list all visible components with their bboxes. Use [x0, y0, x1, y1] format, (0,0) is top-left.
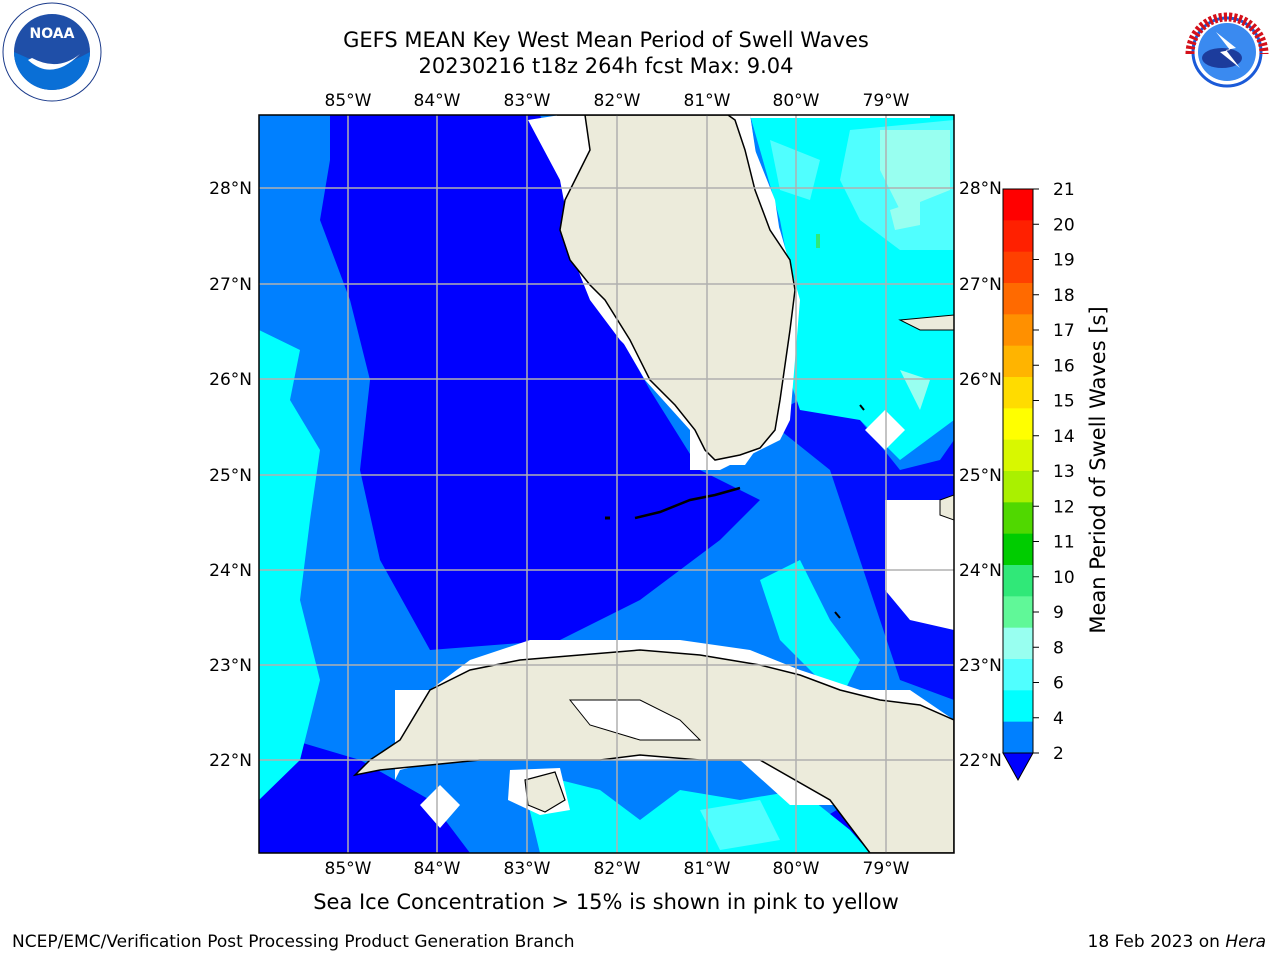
noaa-logo: NOAA [2, 2, 102, 102]
sea-ice-note: Sea Ice Concentration > 15% is shown in … [313, 890, 899, 914]
colorbar-tick-label: 14 [1053, 427, 1075, 447]
lon-label-top: 83°W [504, 91, 551, 111]
lat-label-left: 23°N [209, 656, 252, 676]
lon-label-top: 84°W [414, 91, 461, 111]
colorbar-tick-label: 13 [1053, 462, 1075, 482]
colorbar-segment [1003, 596, 1033, 629]
colorbar-segment [1003, 627, 1033, 660]
colorbar-segment [1003, 565, 1033, 597]
longitude-labels: 85°W 84°W 83°W 82°W 81°W 80°W 79°W 85°W … [325, 91, 910, 879]
lat-label-right: 22°N [959, 751, 1002, 771]
colorbar-segment [1003, 439, 1033, 472]
lon-label-top: 80°W [773, 91, 820, 111]
graticule [259, 115, 954, 853]
lon-label-top: 81°W [684, 91, 731, 111]
colorbar-title: Mean Period of Swell Waves [s] [1086, 306, 1110, 634]
colorbar: 21 20 19 18 17 16 15 14 13 12 11 10 9 8 6 4 2 [1002, 180, 1075, 782]
colorbar-tick-label: 2 [1053, 744, 1064, 764]
lon-label-bottom: 83°W [504, 859, 551, 879]
noaa-logo-text: NOAA [30, 26, 75, 42]
colorbar-tick-label: 6 [1053, 674, 1064, 694]
colorbar-segment [1003, 721, 1033, 754]
map-frame [258, 114, 955, 854]
colorbar-tick-label: 9 [1053, 603, 1064, 623]
lat-label-left: 28°N [209, 179, 252, 199]
lon-label-bottom: 79°W [863, 859, 910, 879]
colorbar-segment [1003, 220, 1033, 253]
colorbar-extend-arrow [1002, 752, 1034, 782]
colorbar-tick-label: 15 [1053, 392, 1075, 412]
colorbar-tick-label: 8 [1053, 638, 1064, 658]
lat-label-right: 24°N [959, 561, 1002, 581]
colorbar-segment [1003, 251, 1033, 284]
colorbar-tick-label: 18 [1053, 286, 1075, 306]
lat-label-right: 28°N [959, 179, 1002, 199]
colorbar-tick-label: 17 [1053, 321, 1075, 341]
footer-system: Hera [1225, 932, 1266, 952]
footer-credit: NCEP/EMC/Verification Post Processing Pr… [12, 932, 575, 952]
colorbar-tick-label: 16 [1053, 356, 1075, 376]
colorbar-segment [1003, 314, 1033, 347]
colorbar-segment [1003, 283, 1033, 315]
colorbar-tick-label: 21 [1053, 180, 1075, 200]
lon-label-top: 79°W [863, 91, 910, 111]
lon-label-top: 85°W [325, 91, 372, 111]
lat-label-right: 27°N [959, 275, 1002, 295]
swell-period-field [259, 115, 954, 853]
colorbar-tick-label: 10 [1053, 568, 1075, 588]
colorbar-tick-label: 11 [1053, 533, 1075, 553]
colorbar-segment [1003, 345, 1033, 378]
lat-label-right: 25°N [959, 466, 1002, 486]
latitude-labels: 28°N 27°N 26°N 25°N 24°N 23°N 22°N 28°N … [209, 179, 1002, 771]
colorbar-segment [1003, 690, 1033, 723]
lat-label-left: 27°N [209, 275, 252, 295]
lon-label-top: 82°W [594, 91, 641, 111]
lon-label-bottom: 80°W [773, 859, 820, 879]
lat-label-left: 26°N [209, 370, 252, 390]
footer-date: 18 Feb 2023 on Hera [1088, 932, 1266, 952]
lat-label-left: 22°N [209, 751, 252, 771]
colorbar-tick-label: 19 [1053, 251, 1075, 271]
colorbar-segment [1003, 471, 1033, 503]
colorbar-segment [1003, 189, 1033, 221]
lon-label-bottom: 84°W [414, 859, 461, 879]
footer-date-text: 18 Feb 2023 on [1087, 932, 1226, 952]
lon-label-bottom: 82°W [594, 859, 641, 879]
colorbar-segment [1003, 408, 1033, 441]
colorbar-tick-label: 4 [1053, 709, 1064, 729]
colorbar-segment [1003, 533, 1033, 566]
chart-subtitle: 20230216 t18z 264h fcst Max: 9.04 [418, 54, 794, 78]
lat-label-right: 23°N [959, 656, 1002, 676]
colorbar-segment [1003, 377, 1033, 409]
colorbar-segment [1003, 502, 1033, 535]
colorbar-tick-label: 12 [1053, 497, 1075, 517]
lon-label-bottom: 85°W [325, 859, 372, 879]
colorbar-tick-label: 20 [1053, 215, 1075, 235]
lat-label-right: 26°N [959, 370, 1002, 390]
lat-label-left: 25°N [209, 466, 252, 486]
colorbar-segment [1003, 659, 1033, 691]
lat-label-left: 24°N [209, 561, 252, 581]
lon-label-bottom: 81°W [684, 859, 731, 879]
nws-logo [1179, 4, 1275, 100]
chart-title: GEFS MEAN Key West Mean Period of Swell … [343, 28, 869, 52]
